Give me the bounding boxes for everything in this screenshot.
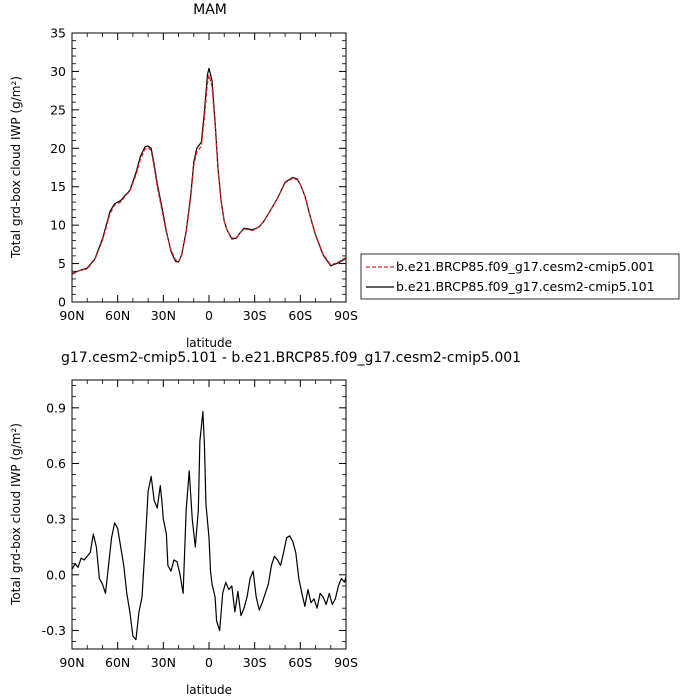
legend-box — [360, 253, 680, 300]
top-x-tick-label: 90N — [59, 308, 84, 323]
legend-label-series-1: b.e21.BRCP85.f09_g17.cesm2-cmip5.001 — [396, 259, 655, 274]
top-series-line-2 — [71, 67, 347, 275]
top-chart-title: MAM — [193, 2, 227, 18]
top-y-axis-label: Total grd-box cloud IWP (g/m²) — [9, 76, 23, 259]
bottom-y-tick-label: 0.9 — [46, 400, 66, 415]
top-x-tick-label: 60N — [105, 308, 130, 323]
bottom-x-tick-label: 90S — [334, 655, 358, 670]
top-plot-frame — [71, 32, 347, 303]
top-x-tick-label: 30N — [151, 308, 176, 323]
top-y-tick-label: 10 — [50, 218, 66, 233]
bottom-x-tick-label: 90N — [59, 655, 84, 670]
top-y-tick-label: 25 — [50, 102, 66, 117]
top-x-tick-label: 30S — [243, 308, 267, 323]
top-x-tick-label: 90S — [334, 308, 358, 323]
bottom-ticks: 90N 60N 30N 0 30S 60S 90S -0.3 0.0 0.3 0.6 0.9 — [42, 380, 358, 670]
top-y-tick-label: 5 — [58, 256, 66, 271]
top-y-tick-label: 30 — [50, 64, 66, 79]
top-plot-area — [71, 67, 347, 275]
bottom-y-tick-label: 0.0 — [46, 567, 66, 582]
bottom-x-tick-label: 30N — [151, 655, 176, 670]
bottom-series-line-1 — [71, 410, 347, 641]
bottom-y-tick-label: -0.3 — [42, 623, 66, 638]
bottom-y-tick-label: 0.3 — [46, 512, 66, 527]
legend-label-series-2: b.e21.BRCP85.f09_g17.cesm2-cmip5.101 — [396, 279, 655, 294]
top-series-line-1 — [71, 74, 347, 275]
top-x-axis-label: latitude — [186, 336, 232, 350]
bottom-x-tick-label: 60N — [105, 655, 130, 670]
legend: b.e21.BRCP85.f09_g17.cesm2-cmip5.001 b.e… — [360, 253, 680, 300]
bottom-x-tick-label: 60S — [288, 655, 312, 670]
bottom-chart: g17.cesm2-cmip5.101 - b.e21.BRCP85.f09_g… — [9, 350, 521, 697]
top-y-tick-label: 35 — [50, 26, 66, 41]
top-chart: MAM 90N 60N 30N 0 30S 60S 90S 0 5 10 15 20 25 30 35 la… — [9, 2, 358, 350]
top-y-tick-label: 15 — [50, 179, 66, 194]
top-ticks: 90N 60N 30N 0 30S 60S 90S 0 5 10 15 20 25 30 35 — [50, 26, 358, 324]
bottom-x-tick-label: 0 — [205, 655, 213, 670]
bottom-plot-area — [71, 410, 347, 641]
top-y-tick-label: 20 — [50, 141, 66, 156]
bottom-x-axis-label: latitude — [186, 683, 232, 697]
bottom-plot-frame — [71, 379, 347, 650]
top-x-tick-label: 0 — [205, 308, 213, 323]
top-x-tick-label: 60S — [288, 308, 312, 323]
top-y-tick-label: 0 — [58, 295, 66, 310]
bottom-x-tick-label: 30S — [243, 655, 267, 670]
bottom-y-tick-label: 0.6 — [46, 456, 66, 471]
bottom-chart-title: g17.cesm2-cmip5.101 - b.e21.BRCP85.f09_g… — [61, 350, 521, 366]
bottom-y-axis-label: Total grd-box cloud IWP (g/m²) — [9, 423, 23, 606]
